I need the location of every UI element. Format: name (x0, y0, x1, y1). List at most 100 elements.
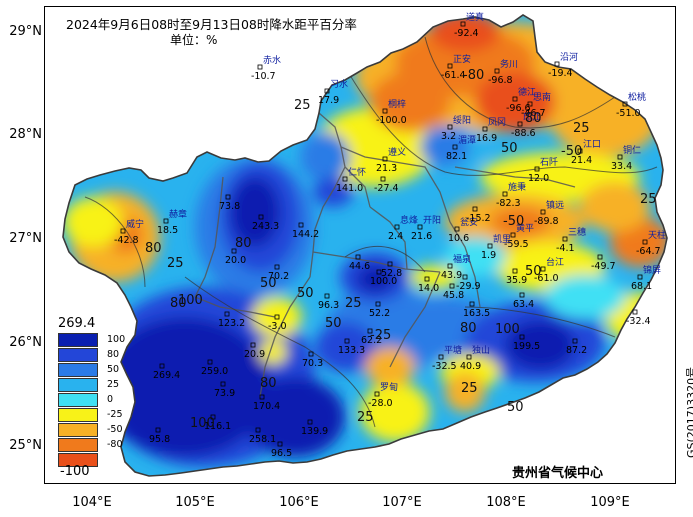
station-value: -4.1 (556, 243, 575, 254)
station-marker (376, 269, 382, 275)
station-name: 绥阳 (453, 115, 471, 126)
x-tick-108e: 108°E (486, 495, 526, 510)
legend-swatch (58, 378, 98, 392)
x-tick-104e: 104°E (72, 495, 112, 510)
station-marker (394, 224, 400, 230)
station-marker (502, 191, 508, 197)
station-value: 123.2 (218, 318, 245, 329)
station-name: 凯里 (493, 233, 511, 245)
station-name: 瓮安 (460, 216, 478, 228)
station-marker (462, 274, 468, 280)
station-value: 43.9 (441, 270, 462, 281)
station-name: 开阳 (423, 215, 441, 226)
station-value: 100.0 (370, 276, 397, 287)
station-marker (449, 283, 455, 289)
station-value: 10.6 (448, 233, 469, 244)
legend-class-label: 80 (107, 349, 120, 360)
precip-anomaly-field (63, 15, 667, 476)
station-value: -19.4 (548, 68, 573, 79)
station-name: 仁怀 (348, 166, 366, 178)
legend-swatch (58, 408, 98, 422)
contour-label: 25 (294, 98, 311, 113)
station-marker (519, 334, 525, 340)
station-name: 务川 (500, 58, 518, 70)
station-value: 21.6 (411, 231, 432, 242)
station-value: 170.4 (253, 401, 280, 412)
station-value: 20.9 (244, 349, 265, 360)
station-name: 凤冈 (488, 117, 506, 128)
legend-min-label: -100 (60, 464, 90, 479)
station-name: 德江 (518, 86, 536, 98)
y-tick-29n: 29°N (9, 24, 42, 39)
station-name: 石阡 (540, 157, 558, 168)
station-value: 52.8 (381, 268, 402, 279)
legend-swatch (58, 438, 98, 452)
station-marker (355, 254, 361, 260)
contour-label: 25 (345, 296, 362, 311)
contour-label: 50 (260, 276, 277, 291)
station-value: 82.1 (446, 151, 467, 162)
station-marker (438, 354, 444, 360)
station-name: 福泉 (453, 253, 471, 265)
station-layer: 道真 -92.4 习水 17.9 桐梓 -100.0 正安 -61.4 务川 -96.8 沿河 -19… (114, 11, 666, 459)
station-value: 63.4 (513, 299, 534, 310)
station-value: -96.8 (488, 75, 513, 86)
station-value: 17.9 (318, 95, 339, 106)
contour-label: 80 (170, 296, 187, 311)
station-value: 73.8 (219, 201, 240, 212)
station-value: 133.3 (338, 345, 365, 356)
x-tick-109e: 109°E (590, 495, 630, 510)
station-name: 江口 (583, 139, 601, 150)
station-value: 45.8 (443, 290, 464, 301)
station-marker (417, 224, 423, 230)
station-value: 18.5 (157, 225, 178, 236)
station-value: 44.6 (349, 261, 370, 272)
station-marker (447, 263, 453, 269)
station-marker (298, 222, 304, 228)
station-name: 三穗 (568, 226, 586, 238)
station-marker (255, 427, 261, 433)
credit-label: 贵州省气候中心 (512, 466, 604, 481)
station-marker (344, 338, 350, 344)
station-name: 正安 (453, 53, 471, 65)
legend-class-label: 0 (107, 394, 114, 405)
y-tick-25n: 25°N (9, 438, 42, 453)
contour-label: 50 (325, 316, 342, 331)
station-marker (519, 292, 525, 298)
station-value: -46.7 (521, 108, 546, 119)
station-marker (597, 254, 603, 260)
legend-swatch (58, 333, 98, 347)
station-marker (274, 264, 280, 270)
station-marker (460, 21, 466, 27)
station-value: 70.2 (268, 271, 289, 282)
station-name: 道真 (466, 11, 484, 23)
x-tick-107e: 107°E (382, 495, 422, 510)
station-value: -32.4 (626, 316, 651, 327)
station-value: -32.5 (432, 361, 457, 372)
station-name: 平塘 (444, 344, 462, 356)
station-name: 铜仁 (623, 144, 641, 156)
station-marker (257, 64, 263, 70)
legend-swatch (58, 393, 98, 407)
station-marker (231, 248, 237, 254)
station-name: 思南 (533, 91, 551, 103)
legend-class-label: -25 (107, 409, 123, 420)
station-value: -51.0 (616, 108, 641, 119)
x-tick-106e: 106°E (279, 495, 319, 510)
legend-class-label: -50 (107, 424, 123, 435)
station-marker (374, 391, 380, 397)
station-name: 习水 (330, 78, 348, 90)
station-value: 62.2 (361, 335, 382, 346)
station-value: 259.0 (201, 366, 228, 377)
station-marker (447, 124, 453, 130)
contour-label: 25 (357, 410, 374, 425)
station-name: 赫章 (169, 208, 187, 220)
station-marker (512, 96, 518, 102)
station-value: 40.9 (460, 361, 481, 372)
legend-class-label: -80 (107, 439, 123, 450)
legend-swatch (58, 348, 98, 362)
station-marker (220, 381, 226, 387)
station-value: -29.9 (456, 281, 481, 292)
station-value: -61.0 (534, 273, 559, 284)
station-marker (308, 351, 314, 357)
